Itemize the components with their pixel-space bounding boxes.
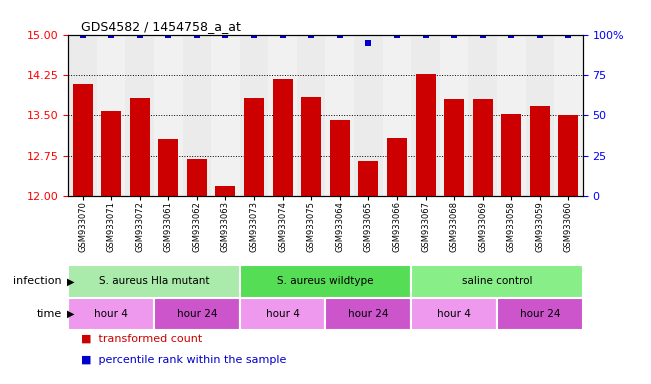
- Text: hour 24: hour 24: [176, 309, 217, 319]
- Bar: [240, 265, 411, 298]
- Bar: [154, 35, 183, 196]
- Bar: [525, 35, 554, 196]
- Bar: [297, 35, 326, 196]
- Bar: [411, 265, 583, 298]
- Bar: [101, 111, 121, 196]
- Point: [449, 31, 459, 38]
- Bar: [130, 98, 150, 196]
- Point: [106, 31, 117, 38]
- Bar: [440, 35, 468, 196]
- Bar: [158, 139, 178, 196]
- Text: GDS4582 / 1454758_a_at: GDS4582 / 1454758_a_at: [81, 20, 242, 33]
- Bar: [240, 298, 326, 330]
- Bar: [244, 98, 264, 196]
- Bar: [468, 35, 497, 196]
- Bar: [501, 114, 521, 196]
- Point: [220, 31, 230, 38]
- Bar: [326, 35, 354, 196]
- Text: infection: infection: [13, 276, 62, 286]
- Text: S. aureus wildtype: S. aureus wildtype: [277, 276, 374, 286]
- Bar: [268, 35, 297, 196]
- Bar: [211, 35, 240, 196]
- Point: [477, 31, 488, 38]
- Bar: [183, 35, 211, 196]
- Point: [392, 31, 402, 38]
- Bar: [358, 161, 378, 196]
- Text: hour 4: hour 4: [94, 309, 128, 319]
- Bar: [559, 115, 578, 196]
- Text: ▶: ▶: [67, 309, 75, 319]
- Bar: [415, 74, 436, 196]
- Bar: [273, 79, 293, 196]
- Point: [135, 31, 145, 38]
- Bar: [326, 298, 411, 330]
- Bar: [530, 106, 550, 196]
- Text: hour 24: hour 24: [519, 309, 560, 319]
- Point: [163, 31, 174, 38]
- Text: ■  percentile rank within the sample: ■ percentile rank within the sample: [81, 355, 286, 365]
- Point: [335, 31, 345, 38]
- Text: S. aureus Hla mutant: S. aureus Hla mutant: [99, 276, 210, 286]
- Bar: [444, 99, 464, 196]
- Text: time: time: [36, 309, 62, 319]
- Bar: [383, 35, 411, 196]
- Text: hour 24: hour 24: [348, 309, 389, 319]
- Point: [506, 31, 516, 38]
- Bar: [154, 298, 240, 330]
- Text: ■  transformed count: ■ transformed count: [81, 334, 202, 344]
- Bar: [187, 159, 207, 196]
- Bar: [68, 265, 240, 298]
- Point: [421, 31, 431, 38]
- Text: hour 4: hour 4: [437, 309, 471, 319]
- Point: [277, 31, 288, 38]
- Bar: [354, 35, 383, 196]
- Point: [563, 31, 574, 38]
- Bar: [411, 298, 497, 330]
- Bar: [497, 298, 583, 330]
- Text: saline control: saline control: [462, 276, 532, 286]
- Bar: [497, 35, 525, 196]
- Bar: [473, 99, 493, 196]
- Bar: [73, 84, 92, 196]
- Point: [534, 31, 545, 38]
- Point: [191, 31, 202, 38]
- Point: [249, 31, 259, 38]
- Bar: [411, 35, 440, 196]
- Bar: [301, 98, 321, 196]
- Bar: [126, 35, 154, 196]
- Text: ▶: ▶: [67, 276, 75, 286]
- Bar: [387, 138, 407, 196]
- Bar: [240, 35, 268, 196]
- Point: [77, 31, 88, 38]
- Text: hour 4: hour 4: [266, 309, 299, 319]
- Bar: [330, 119, 350, 196]
- Bar: [97, 35, 126, 196]
- Point: [363, 40, 374, 46]
- Bar: [554, 35, 583, 196]
- Bar: [68, 35, 97, 196]
- Point: [306, 31, 316, 38]
- Bar: [215, 186, 236, 196]
- Bar: [68, 298, 154, 330]
